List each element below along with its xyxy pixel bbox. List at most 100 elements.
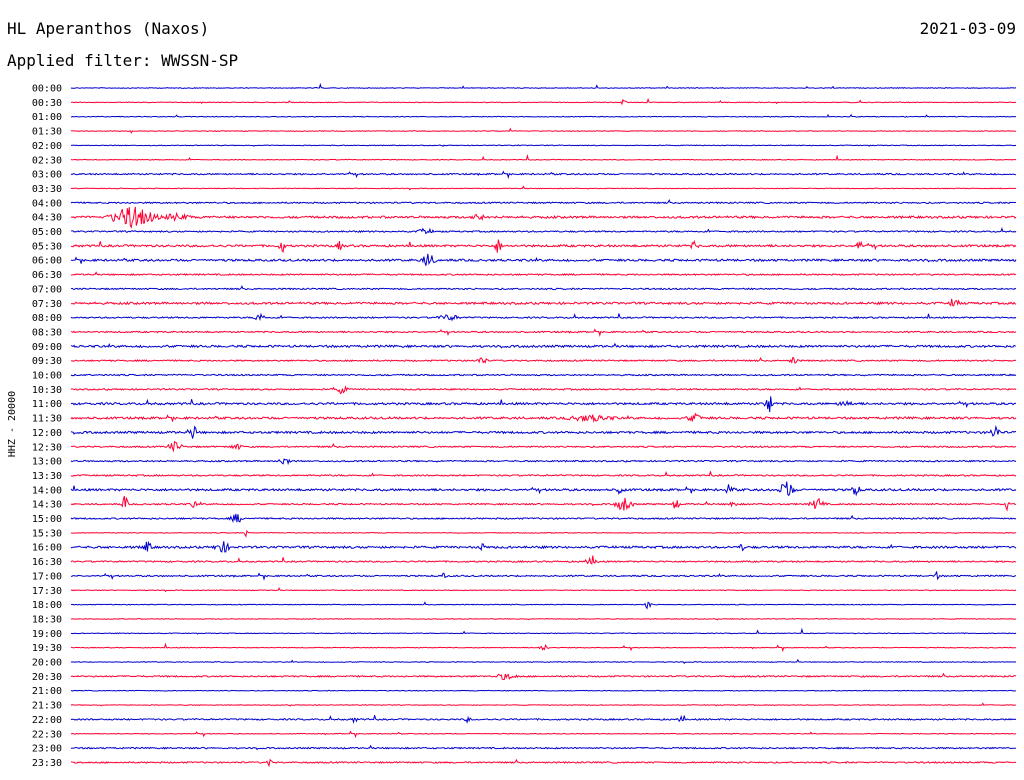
trace-line [70, 253, 1017, 266]
time-label-group: 00:00 00:30 01:00 01:30 02:00 02:30 03:00 03:30… [32, 84, 62, 769]
trace-line [70, 730, 1017, 739]
trace-line [70, 373, 1017, 377]
time-tick-label: 23:30 [32, 758, 62, 769]
trace-line [70, 127, 1017, 134]
time-tick-label: 09:00 [32, 342, 62, 353]
trace-line [70, 113, 1017, 118]
time-tick-label: 12:00 [32, 428, 62, 439]
trace-line [70, 298, 1017, 307]
trace-line [70, 601, 1017, 610]
trace-line [70, 412, 1017, 423]
trace-line [70, 227, 1017, 235]
trace-line [70, 144, 1017, 147]
time-tick-label: 17:30 [32, 586, 62, 597]
trace-line [70, 495, 1017, 512]
time-tick-label: 18:00 [32, 600, 62, 611]
time-tick-label: 00:30 [32, 98, 62, 109]
trace-line [70, 239, 1017, 253]
trace-line [70, 702, 1017, 707]
time-tick-label: 20:00 [32, 658, 62, 669]
time-tick-label: 22:00 [32, 715, 62, 726]
time-tick-label: 23:00 [32, 744, 62, 755]
trace-line [70, 154, 1017, 161]
time-tick-label: 04:30 [32, 213, 62, 224]
trace-line [70, 440, 1017, 453]
time-tick-label: 05:30 [32, 241, 62, 252]
time-tick-label: 20:30 [32, 672, 62, 683]
time-tick-label: 13:30 [32, 471, 62, 482]
time-tick-label: 05:00 [32, 227, 62, 238]
trace-group [70, 82, 1017, 768]
trace-line [70, 312, 1017, 322]
time-tick-label: 19:00 [32, 629, 62, 640]
trace-line [70, 342, 1017, 349]
time-tick-label: 02:00 [32, 141, 62, 152]
time-tick-label: 16:30 [32, 557, 62, 568]
time-tick-label: 03:30 [32, 184, 62, 195]
trace-line [70, 758, 1017, 768]
trace-line [70, 356, 1017, 364]
time-tick-label: 06:30 [32, 270, 62, 281]
trace-line [70, 540, 1017, 553]
trace-line [70, 617, 1017, 621]
trace-line [70, 328, 1017, 337]
trace-line [70, 271, 1017, 277]
trace-line [70, 689, 1017, 692]
time-tick-label: 13:00 [32, 457, 62, 468]
trace-line [70, 170, 1017, 180]
station-title: HL Aperanthos (Naxos) [7, 19, 210, 38]
time-tick-label: 00:00 [32, 84, 62, 95]
trace-line [70, 206, 1017, 229]
trace-line [70, 396, 1017, 413]
trace-line [70, 185, 1017, 191]
time-tick-label: 14:30 [32, 500, 62, 511]
time-tick-label: 21:00 [32, 686, 62, 697]
time-tick-label: 04:00 [32, 198, 62, 209]
trace-line [70, 285, 1017, 291]
time-tick-label: 08:00 [32, 313, 62, 324]
time-tick-label: 10:30 [32, 385, 62, 396]
time-tick-label: 01:00 [32, 112, 62, 123]
trace-line [70, 384, 1017, 395]
trace-line [70, 97, 1017, 106]
time-tick-label: 18:30 [32, 614, 62, 625]
trace-line [70, 199, 1017, 205]
y-axis-label: HHZ - 20000 [7, 391, 18, 457]
time-tick-label: 22:30 [32, 729, 62, 740]
time-tick-label: 15:00 [32, 514, 62, 525]
trace-line [70, 672, 1017, 681]
filter-label: Applied filter: WWSSN-SP [7, 51, 239, 70]
trace-line [70, 481, 1017, 497]
time-tick-label: 14:00 [32, 485, 62, 496]
time-tick-label: 15:30 [32, 528, 62, 539]
time-tick-label: 01:30 [32, 127, 62, 138]
trace-line [70, 714, 1017, 725]
trace-line [70, 627, 1017, 635]
time-tick-label: 06:00 [32, 256, 62, 267]
time-tick-label: 11:30 [32, 414, 62, 425]
time-tick-label: 07:30 [32, 299, 62, 310]
time-tick-label: 07:00 [32, 284, 62, 295]
trace-line [70, 424, 1017, 439]
time-tick-label: 11:00 [32, 399, 62, 410]
time-tick-label: 19:30 [32, 643, 62, 654]
trace-line [70, 82, 1017, 89]
time-tick-label: 12:30 [32, 442, 62, 453]
time-tick-label: 10:00 [32, 371, 62, 382]
time-tick-label: 16:00 [32, 543, 62, 554]
time-tick-label: 17:00 [32, 571, 62, 582]
trace-line [70, 471, 1017, 477]
trace-line [70, 587, 1017, 593]
trace-line [70, 658, 1017, 664]
time-tick-label: 03:00 [32, 170, 62, 181]
trace-line [70, 642, 1017, 653]
date-label: 2021-03-09 [919, 19, 1016, 38]
trace-line [70, 529, 1017, 538]
time-tick-label: 02:30 [32, 155, 62, 166]
trace-line [70, 513, 1017, 524]
trace-line [70, 555, 1017, 565]
time-tick-label: 08:30 [32, 327, 62, 338]
trace-line [70, 571, 1017, 581]
trace-line [70, 744, 1017, 751]
